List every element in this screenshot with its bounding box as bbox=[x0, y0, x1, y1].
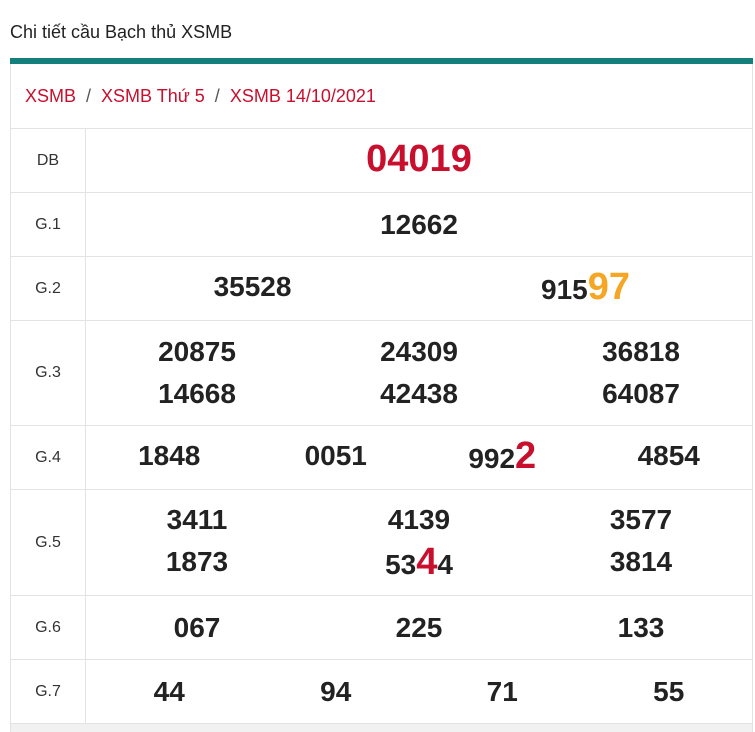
prize-numbers: 12662 bbox=[86, 193, 752, 256]
number-part: 3411 bbox=[166, 504, 228, 535]
number-part: 1848 bbox=[138, 440, 201, 471]
number-part: 3577 bbox=[609, 504, 673, 535]
result-row: G.3 20875 24309 36818 14668 42438 64087 bbox=[11, 321, 752, 426]
prize-number: 9922 bbox=[419, 437, 586, 478]
prize-number: 04019 bbox=[86, 140, 752, 181]
result-row: G.2 35528 91597 bbox=[11, 257, 752, 321]
number-part: 53 bbox=[385, 549, 417, 580]
number-part: 067 bbox=[173, 611, 221, 643]
number-part: 4854 bbox=[637, 440, 700, 471]
prize-number: 3411 bbox=[86, 501, 308, 539]
result-row: G.7 44 94 71 55 bbox=[11, 660, 752, 724]
prize-number: 4139 bbox=[308, 501, 530, 539]
page-title: Chi tiết cầu Bạch thủ XSMB bbox=[10, 22, 233, 42]
number-part: 133 bbox=[617, 611, 665, 643]
prize-numbers: 3411 4139 3577 1873 5344 3814 bbox=[86, 490, 752, 595]
number-part: 4139 bbox=[387, 504, 451, 535]
number-part: 97 bbox=[587, 266, 630, 308]
number-part: 44 bbox=[153, 675, 185, 707]
prize-number: 067 bbox=[86, 609, 308, 647]
breadcrumb-separator: / bbox=[86, 85, 92, 106]
number-part: 04019 bbox=[366, 138, 472, 180]
prize-label: G.4 bbox=[11, 426, 86, 489]
title-bar bbox=[10, 58, 753, 64]
prize-number: 24309 bbox=[308, 333, 530, 371]
result-row: G.1 12662 bbox=[11, 193, 752, 257]
prize-number: 5344 bbox=[308, 543, 530, 584]
number-part: 20875 bbox=[158, 336, 236, 367]
prize-number: 71 bbox=[419, 673, 586, 711]
number-part: 4 bbox=[437, 549, 453, 580]
prize-number: 12662 bbox=[86, 206, 752, 244]
number-part: 64087 bbox=[602, 378, 680, 409]
result-row: G.5 3411 4139 3577 1873 5344 3814 bbox=[11, 490, 752, 596]
number-part: 55 bbox=[653, 675, 685, 707]
prize-numbers: 35528 91597 bbox=[86, 257, 752, 320]
number-part: 94 bbox=[320, 675, 352, 707]
number-part: 24309 bbox=[380, 336, 458, 367]
number-part: 42438 bbox=[380, 378, 458, 409]
result-row: G.4 1848 0051 9922 4854 bbox=[11, 426, 752, 490]
prize-number: 3814 bbox=[530, 543, 752, 584]
number-part: 915 bbox=[541, 274, 588, 305]
breadcrumb-link[interactable]: XSMB Thứ 5 bbox=[101, 85, 205, 106]
prize-number: 3577 bbox=[530, 501, 752, 539]
number-part: 36818 bbox=[602, 336, 680, 367]
results-box: XSMB / XSMB Thứ 5 / XSMB 14/10/2021 DB 04019 G… bbox=[10, 64, 753, 732]
prize-numbers: 20875 24309 36818 14668 42438 64087 bbox=[86, 321, 752, 425]
prize-label: G.5 bbox=[11, 490, 86, 595]
result-row: DB 04019 bbox=[11, 129, 752, 193]
number-part: 3814 bbox=[609, 546, 673, 577]
prize-number: 14668 bbox=[86, 375, 308, 413]
prize-number: 91597 bbox=[419, 268, 752, 309]
prize-label: G.2 bbox=[11, 257, 86, 320]
prize-number: 42438 bbox=[308, 375, 530, 413]
breadcrumb-link[interactable]: XSMB bbox=[25, 85, 77, 106]
prize-label: DB bbox=[11, 129, 86, 192]
breadcrumb-link[interactable]: XSMB 14/10/2021 bbox=[229, 85, 376, 106]
prize-number: 133 bbox=[530, 609, 752, 647]
number-part: 14668 bbox=[158, 378, 236, 409]
breadcrumb-separator: / bbox=[214, 85, 220, 106]
prize-number: 36818 bbox=[530, 333, 752, 371]
prize-numbers: 04019 bbox=[86, 129, 752, 192]
number-part: 0051 bbox=[304, 440, 367, 471]
result-row: G.6 067 225 133 bbox=[11, 596, 752, 660]
number-part: 1873 bbox=[165, 546, 229, 577]
prize-number: 94 bbox=[253, 673, 420, 711]
number-part: 35528 bbox=[213, 271, 292, 302]
number-part: 992 bbox=[468, 443, 516, 474]
prize-numbers: 44 94 71 55 bbox=[86, 660, 752, 723]
number-part: 4 bbox=[416, 541, 438, 583]
prize-numbers: 1848 0051 9922 4854 bbox=[86, 426, 752, 489]
prize-number: 225 bbox=[308, 609, 530, 647]
prize-number: 1873 bbox=[86, 543, 308, 584]
number-part: 12662 bbox=[380, 208, 458, 240]
prize-label: G.6 bbox=[11, 596, 86, 659]
number-part: 2 bbox=[515, 435, 537, 477]
breadcrumb: XSMB / XSMB Thứ 5 / XSMB 14/10/2021 bbox=[11, 64, 752, 129]
prize-label: G.3 bbox=[11, 321, 86, 425]
prize-number: 35528 bbox=[86, 268, 419, 309]
prize-number: 64087 bbox=[530, 375, 752, 413]
prize-number: 55 bbox=[586, 673, 753, 711]
prize-label: G.1 bbox=[11, 193, 86, 256]
prize-number: 1848 bbox=[86, 437, 253, 478]
prize-number: 20875 bbox=[86, 333, 308, 371]
number-part: 225 bbox=[395, 611, 443, 643]
prize-number: 0051 bbox=[253, 437, 420, 478]
prize-number: 44 bbox=[86, 673, 253, 711]
prize-number: 4854 bbox=[586, 437, 753, 478]
number-part: 71 bbox=[486, 675, 518, 707]
prize-label: G.7 bbox=[11, 660, 86, 723]
prize-numbers: 067 225 133 bbox=[86, 596, 752, 659]
results-table: DB 04019 G.1 12662 G.2 35528 91597 G.3 20875 2430… bbox=[11, 129, 752, 724]
